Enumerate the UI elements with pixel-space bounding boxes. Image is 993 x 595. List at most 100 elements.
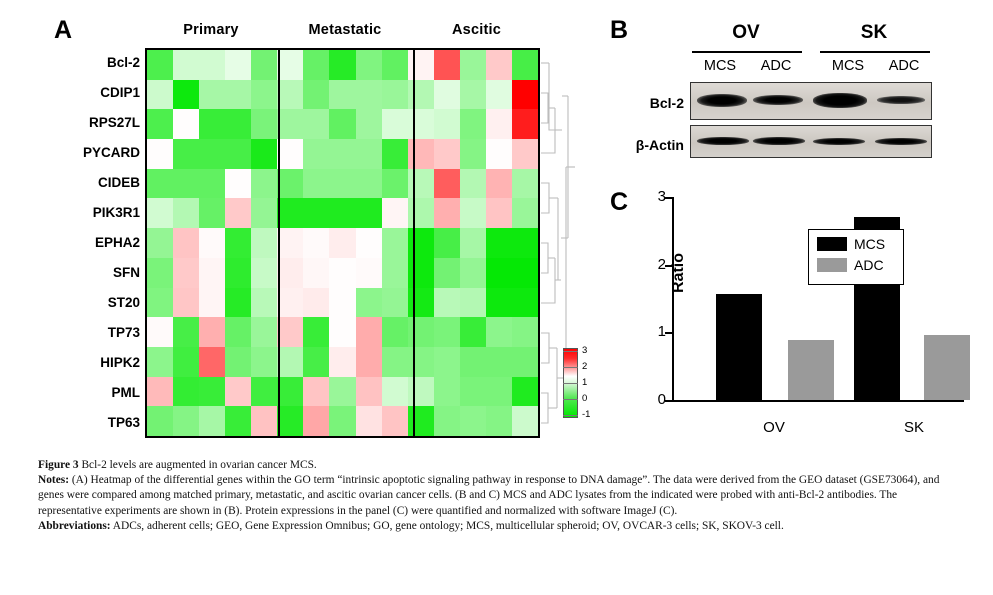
heatmap-cell (225, 257, 252, 288)
heatmap-cell (485, 228, 512, 258)
legend-entry-mcs: MCS (817, 237, 903, 251)
heatmap-cell (147, 406, 174, 436)
figure-caption: Figure 3 Bcl-2 levels are augmented in o… (38, 458, 958, 534)
chart-x-tick-label-sk: SK (903, 419, 924, 436)
heatmap-cell (381, 317, 408, 347)
blot-lane-label-1: MCS (703, 58, 737, 74)
bar-ov-adc (788, 340, 834, 400)
heatmap-cell (173, 168, 200, 199)
heatmap-cell (381, 50, 408, 80)
heatmap-cell (381, 198, 408, 229)
heatmap-cell (173, 79, 200, 110)
heatmap-cell (407, 109, 434, 140)
heatmap-cell (147, 257, 174, 288)
heatmap-cell (459, 406, 486, 436)
color-key-tick (563, 415, 578, 416)
heatmap-color-key: 3 2 1 0 -1 (563, 345, 609, 424)
heatmap-gene-label: RPS27L (88, 115, 140, 130)
color-key-tick-label: 0 (582, 393, 588, 404)
heatmap-cell (303, 317, 330, 347)
heatmap-cell (459, 198, 486, 229)
blot-band-bcl2-sk-mcs (813, 93, 867, 108)
legend-label-adc: ADC (854, 257, 884, 273)
caption-abbrev-label: Abbreviations: (38, 519, 111, 532)
heatmap-cell (407, 346, 434, 377)
heatmap-cell (355, 317, 382, 347)
heatmap-cell (251, 317, 278, 347)
heatmap-cell (433, 406, 460, 436)
heatmap-cell (407, 257, 434, 288)
heatmap-cell (277, 228, 304, 258)
heatmap-cell (147, 109, 174, 140)
heatmap-cell (173, 406, 200, 436)
heatmap-cell (433, 139, 460, 169)
heatmap-gene-label: HIPK2 (100, 355, 140, 370)
heatmap-cell (173, 139, 200, 169)
heatmap-cell (459, 50, 486, 80)
caption-notes-text: (A) Heatmap of the differential genes wi… (38, 474, 940, 517)
heatmap-cell (511, 346, 538, 377)
heatmap-cell (277, 198, 304, 229)
heatmap-cell (303, 257, 330, 288)
heatmap-cell (459, 228, 486, 258)
heatmap-gene-label: CDIP1 (100, 85, 140, 100)
chart-y-tick (665, 400, 672, 402)
heatmap-cell (407, 198, 434, 229)
blot-group-label-ov: OV (732, 22, 760, 43)
heatmap-cell (355, 406, 382, 436)
heatmap-cell (485, 139, 512, 169)
chart-x-axis (672, 400, 964, 402)
heatmap-cell (433, 109, 460, 140)
chart-y-tick-label: 2 (657, 255, 666, 273)
blot-band-bcl2-ov-adc (753, 95, 803, 105)
heatmap-cell (147, 79, 174, 110)
color-key-tick-label: 3 (582, 345, 588, 356)
heatmap-cell (355, 257, 382, 288)
heatmap-cell (303, 50, 330, 80)
heatmap-cell (147, 50, 174, 80)
chart-y-tick (665, 332, 672, 335)
blot-band-actin-ov-adc (753, 137, 805, 145)
heatmap-cell (459, 257, 486, 288)
heatmap-cell (329, 109, 356, 140)
heatmap-cell (485, 376, 512, 407)
heatmap-group-header-metastatic: Metastatic (308, 22, 382, 38)
color-key-tick-label: -1 (582, 409, 591, 420)
heatmap-cell (459, 79, 486, 110)
heatmap-cell (355, 228, 382, 258)
heatmap-gene-label-list: Bcl-2 CDIP1 RPS27L PYCARD CIDEB PIK3R1 EPHA2 SF… (60, 48, 140, 438)
heatmap-cell (485, 198, 512, 229)
heatmap-cell (329, 257, 356, 288)
panel-c-letter: C (610, 188, 629, 216)
heatmap-cell (407, 168, 434, 199)
chart-y-tick-label: 0 (657, 391, 666, 408)
blot-membrane-bcl2 (690, 82, 932, 120)
bar-chart-plot-area: Ratio MCS ADC OV SK 0 1 2 3 (658, 189, 970, 436)
chart-y-tick (665, 197, 672, 199)
blot-lane-label-4: ADC (888, 58, 920, 74)
heatmap-cell (199, 287, 226, 318)
heatmap-cell (225, 228, 252, 258)
blot-group-rule-ov (692, 51, 802, 53)
heatmap-cell (381, 228, 408, 258)
color-key-tick-label: 1 (582, 377, 588, 388)
heatmap-cell (199, 139, 226, 169)
heatmap-group-header-ascitic: Ascitic (452, 22, 501, 38)
heatmap-gene-label: TP63 (107, 415, 140, 430)
heatmap-cell (433, 198, 460, 229)
heatmap-cell (173, 346, 200, 377)
blot-group-label-sk: SK (860, 22, 888, 43)
heatmap-cell (329, 228, 356, 258)
heatmap-gene-label: ST20 (107, 295, 140, 310)
heatmap-cell (251, 346, 278, 377)
heatmap-cell (199, 317, 226, 347)
heatmap-cell (459, 287, 486, 318)
heatmap-cell (251, 198, 278, 229)
heatmap-cell (511, 168, 538, 199)
blot-lane-label-3: MCS (831, 58, 865, 74)
heatmap-cell (251, 79, 278, 110)
heatmap-cell (303, 79, 330, 110)
heatmap-cell (329, 168, 356, 199)
heatmap-cell (199, 376, 226, 407)
heatmap-cell (511, 198, 538, 229)
